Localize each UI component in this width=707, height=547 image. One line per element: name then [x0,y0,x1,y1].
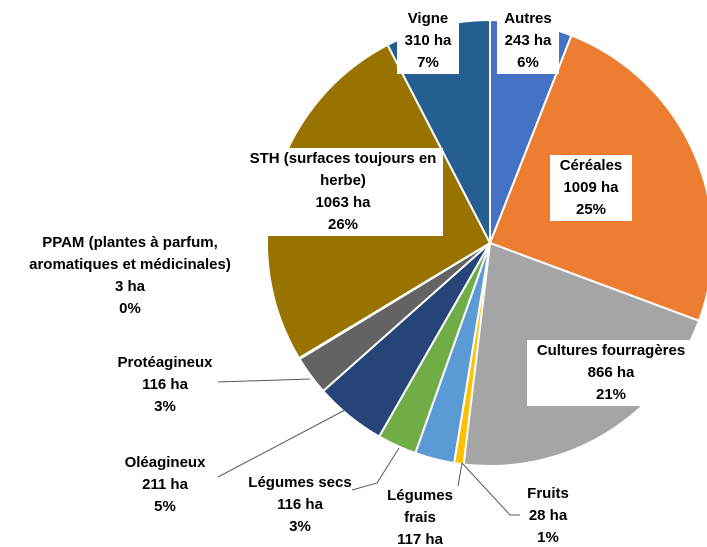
label-value: 310 ha [404,32,452,49]
label-value: 1009 ha [563,179,619,196]
label-name: Légumes secs [248,474,352,491]
leader-line [217,378,311,383]
data-label: Légumes secs 116 ha 3% [245,472,355,538]
data-label: Céréales 1009 ha 25% [550,155,632,221]
label-percent: 7% [417,54,439,71]
label-percent: 3% [289,518,311,535]
label-value: 243 ha [504,32,552,49]
label-percent: 3% [154,398,176,415]
label-name: Oléagineux [124,454,206,471]
label-percent: 26% [327,216,359,233]
label-percent: 0% [119,300,141,317]
label-name: PPAM (plantes à parfum, aromatiques et m… [29,234,231,273]
label-name: Vigne [407,10,449,27]
label-percent: 6% [517,54,539,71]
data-label: Cultures fourragères 866 ha 21% [527,340,695,406]
label-value: 116 ha [277,496,323,513]
label-value: 116 ha [142,376,188,393]
label-name: Fruits [527,485,569,502]
label-name: Cultures fourragères [536,342,686,359]
label-percent: 21% [595,386,627,403]
leader-line [351,447,400,491]
label-percent: 1% [537,529,559,546]
data-label: Autres 243 ha 6% [497,8,559,74]
label-value: 866 ha [587,364,635,381]
label-name: Autres [504,10,552,27]
label-value: 211 ha [142,476,188,493]
label-name: STH (surfaces toujours en herbe) [249,150,437,189]
label-name: Céréales [559,157,623,174]
leader-line [457,462,463,487]
leader-line [461,462,520,516]
label-value: 3 ha [114,278,145,295]
data-label: Fruits 28 ha 1% [508,483,588,547]
data-label: STH (surfaces toujours en herbe) 1063 ha 2… [243,148,443,236]
data-label: PPAM (plantes à parfum, aromatiques et m… [10,232,250,320]
label-value: 117 ha [397,531,443,547]
label-value: 28 ha [528,507,568,524]
label-percent: 25% [575,201,607,218]
label-percent: 5% [154,498,176,515]
data-label: Vigne 310 ha 7% [397,8,459,74]
label-name: Légumes frais [387,487,453,526]
leader-line [217,409,346,478]
data-label: Protéagineux 116 ha 3% [100,352,230,418]
label-name: Protéagineux [117,354,213,371]
label-value: 1063 ha [315,194,371,211]
data-label: Oléagineux 211 ha 5% [110,452,220,518]
